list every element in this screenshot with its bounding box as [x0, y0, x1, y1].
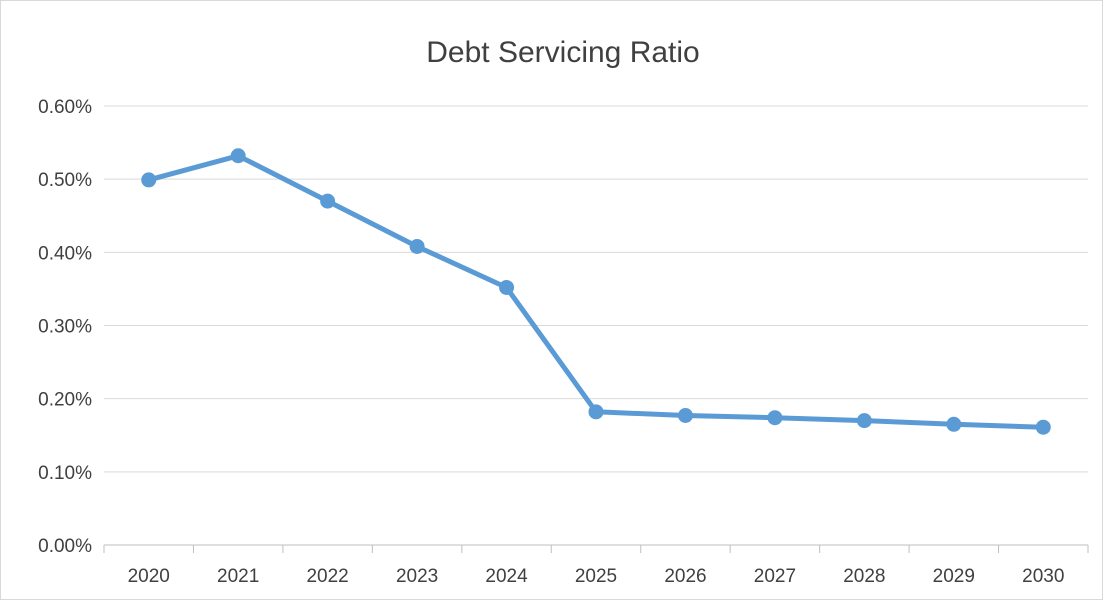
y-axis-tick-labels: 0.00% 0.10% 0.20% 0.30% 0.40% 0.50% 0.60%	[38, 97, 92, 557]
x-tick-label: 2025	[575, 566, 617, 587]
chart-title: Debt Servicing Ratio	[426, 36, 699, 69]
data-point-2024	[499, 279, 515, 295]
x-axis	[103, 544, 1089, 553]
data-point-2028	[856, 413, 872, 429]
data-point-2026	[677, 407, 693, 423]
data-point-2030	[1035, 419, 1051, 435]
x-tick-label: 2021	[217, 566, 259, 587]
y-tick-label: 0.30%	[38, 317, 92, 338]
data-point-2022	[320, 193, 336, 209]
x-tick-label: 2022	[306, 566, 348, 587]
y-tick-label: 0.50%	[38, 170, 92, 191]
series-line-0	[146, 153, 1046, 430]
data-point-2027	[767, 410, 783, 426]
data-point-2029	[946, 416, 962, 432]
x-tick-label: 2029	[933, 566, 975, 587]
x-axis-tick-labels: 2020 2021 2022 2023 2024 2025 2026 2027 2028 2029…	[128, 566, 1065, 587]
y-tick-label: 0.10%	[38, 463, 92, 484]
data-point-2020	[141, 172, 157, 188]
data-point-2021	[230, 148, 246, 164]
x-tick-label: 2030	[1022, 566, 1064, 587]
data-point-2023	[409, 238, 425, 254]
x-tick-label: 2024	[485, 566, 528, 587]
y-tick-label: 0.00%	[38, 536, 92, 557]
series-line-group	[146, 153, 1046, 430]
x-tick-label: 2026	[664, 566, 706, 587]
x-tick-label: 2020	[128, 566, 170, 587]
y-tick-label: 0.20%	[38, 390, 92, 411]
y-tick-label: 0.60%	[38, 97, 92, 118]
x-tick-label: 2028	[843, 566, 885, 587]
data-point-2025	[588, 404, 604, 420]
y-tick-label: 0.40%	[38, 243, 92, 264]
x-tick-label: 2023	[396, 566, 438, 587]
gridlines	[104, 105, 1088, 473]
x-tick-label: 2027	[754, 566, 796, 587]
data-points	[141, 148, 1051, 435]
